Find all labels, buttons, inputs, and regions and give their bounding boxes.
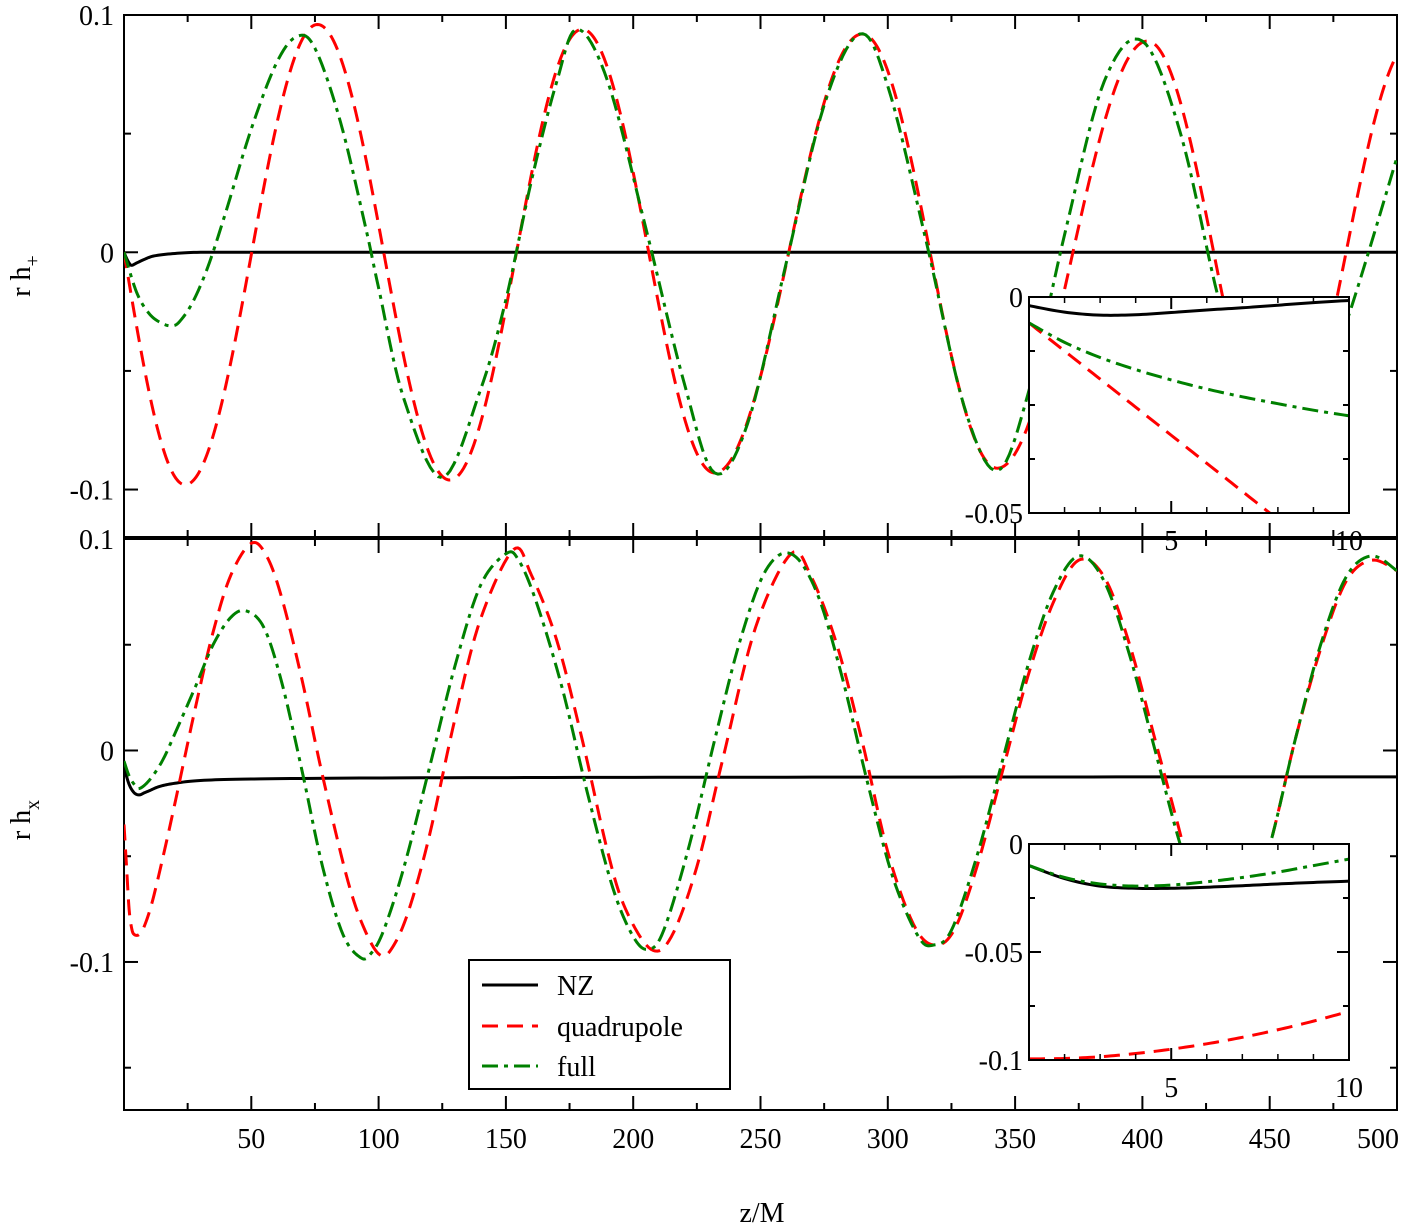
- x-tick-label: 100: [358, 1124, 400, 1155]
- inset-y-tick-label: 0: [1009, 283, 1023, 314]
- top-y-axis-title: r h+: [6, 255, 44, 297]
- bottom-panel: 50 100 150 200 250 300 350 400 450 500 0.10-0.1 r…: [6, 525, 1399, 1229]
- bottom-inset-labels: 0 -0.05 -0.1 5 10: [965, 830, 1363, 1104]
- inset-x-tick-label: 5: [1164, 526, 1178, 557]
- legend: NZ quadrupole full: [468, 959, 731, 1090]
- inset-x-tick-label: 10: [1335, 1073, 1363, 1104]
- x-tick-label: 400: [1121, 1124, 1163, 1155]
- x-tick-label: 200: [612, 1124, 654, 1155]
- inset-y-tick-label: 0: [1009, 830, 1023, 861]
- bottom-inset-ticks: [1029, 843, 1350, 1061]
- x-tick-label: 150: [485, 1124, 527, 1155]
- bottom-inset-series-quadrupole: [1029, 1009, 1349, 1060]
- legend-label-nz: NZ: [557, 971, 594, 1002]
- top-series-group: [124, 22, 1397, 487]
- top-y-ticks: [124, 14, 1397, 491]
- inset-y-tick-label: -0.05: [965, 499, 1023, 530]
- bottom-series-quadrupole: [124, 540, 1397, 958]
- top-y-tick-label: 0: [100, 238, 114, 269]
- x-tick-label: 450: [1249, 1124, 1291, 1155]
- bottom-series-nz: [124, 766, 1397, 797]
- x-tick-label: 300: [867, 1124, 909, 1155]
- top-inset-background: [1029, 297, 1349, 513]
- bottom-inset-series-full: [1029, 857, 1349, 888]
- x-tick-label: 500: [1357, 1124, 1399, 1155]
- bottom-inset-background: [1029, 844, 1349, 1060]
- bottom-y-axis-title: r hx: [6, 800, 44, 840]
- inset-x-tick-label: 5: [1164, 1073, 1178, 1104]
- bottom-y-tick-labels: 0.1 0 -0.1: [70, 525, 114, 979]
- top-inset: 0 -0.05 5 10: [965, 283, 1363, 557]
- bottom-inset-series-group: [1029, 857, 1349, 1060]
- inset-y-tick-label: -0.1: [979, 1046, 1023, 1077]
- bottom-series-group: [124, 540, 1397, 961]
- bottom-y-tick-label: 0.1: [79, 525, 114, 556]
- top-y-tick-label: 0.1: [79, 1, 114, 32]
- top-inset-series-nz: [1029, 298, 1349, 317]
- inset-x-tick-label: 10: [1335, 526, 1363, 557]
- bottom-series-full: [124, 550, 1397, 961]
- legend-label-full: full: [557, 1052, 596, 1083]
- bottom-y-tick-label: 0: [100, 736, 114, 767]
- bottom-y-tick-label: -0.1: [70, 948, 114, 979]
- legend-label-quadrupole: quadrupole: [557, 1012, 683, 1043]
- top-inset-series-full: [1029, 321, 1349, 418]
- top-panel: 0.1 0 -0.1 r h+: [6, 1, 1398, 538]
- top-inset-labels: 0 -0.05 5 10: [965, 283, 1363, 557]
- x-tick-label: 50: [237, 1124, 265, 1155]
- x-tick-label: 350: [994, 1124, 1036, 1155]
- top-y-tick-labels: 0.1 0 -0.1: [70, 1, 114, 507]
- inset-y-tick-label: -0.05: [965, 938, 1023, 969]
- bottom-y-ticks: [124, 538, 1397, 1069]
- top-inset-ticks: [1029, 296, 1350, 514]
- top-y-tick-label: -0.1: [70, 476, 114, 507]
- top-series-nz: [124, 250, 1397, 267]
- top-x-ticks: [186, 15, 1335, 537]
- x-tick-label: 250: [740, 1124, 782, 1155]
- top-inset-series-quadrupole: [1029, 321, 1273, 513]
- bottom-x-ticks: [186, 539, 1335, 1110]
- bottom-inset: 0 -0.05 -0.1 5 10: [965, 830, 1363, 1104]
- top-inset-series-group: [1029, 298, 1349, 513]
- bottom-x-tick-labels: 50 100 150 200 250 300 350 400 450 500: [237, 1124, 1399, 1155]
- x-axis-title: z/M: [739, 1198, 784, 1229]
- bottom-inset-series-nz: [1029, 864, 1349, 890]
